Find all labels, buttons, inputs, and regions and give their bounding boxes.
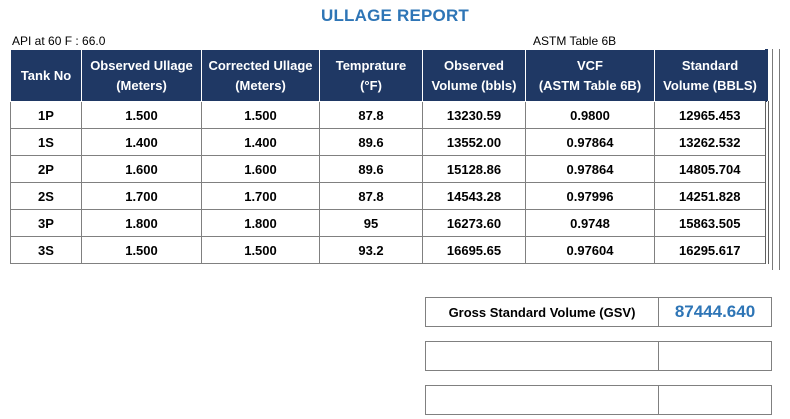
cell-tank-no: 1P bbox=[10, 101, 82, 129]
header-observed-volume: Observed Volume (bbls) bbox=[422, 49, 526, 102]
cell-observed-volume: 13552.00 bbox=[422, 128, 526, 156]
cell-vcf: 0.97864 bbox=[525, 155, 655, 183]
gsv-value: 87444.640 bbox=[658, 297, 772, 327]
cell-temperature: 89.6 bbox=[319, 155, 423, 183]
empty-cell bbox=[425, 385, 659, 415]
cell-observed-volume: 16273.60 bbox=[422, 209, 526, 237]
empty-cell bbox=[658, 341, 772, 371]
cell-vcf: 0.97996 bbox=[525, 182, 655, 210]
cell-corrected-ullage: 1.700 bbox=[201, 182, 320, 210]
cell-observed-volume: 14543.28 bbox=[422, 182, 526, 210]
header-standard-volume: Standard Volume (BBLS) bbox=[654, 49, 768, 102]
table-row: 3S 1.500 1.500 93.2 16695.65 0.97604 162… bbox=[10, 236, 769, 264]
gsv-row: Gross Standard Volume (GSV) 87444.640 bbox=[425, 297, 772, 327]
cell-tank-no: 3P bbox=[10, 209, 82, 237]
cell-tank-no: 1S bbox=[10, 128, 82, 156]
table-row: 2P 1.600 1.600 89.6 15128.86 0.97864 148… bbox=[10, 155, 769, 183]
gsv-label: Gross Standard Volume (GSV) bbox=[425, 297, 659, 327]
header-corrected-ullage: Corrected Ullage (Meters) bbox=[201, 49, 320, 102]
table-edge-border bbox=[772, 49, 780, 270]
cell-temperature: 95 bbox=[319, 209, 423, 237]
cell-vcf: 0.9748 bbox=[525, 209, 655, 237]
table-row: 2S 1.700 1.700 87.8 14543.28 0.97996 142… bbox=[10, 182, 769, 210]
cell-standard-volume: 14805.704 bbox=[654, 155, 769, 183]
cell-standard-volume: 14251.828 bbox=[654, 182, 769, 210]
cell-observed-ullage: 1.500 bbox=[81, 101, 202, 129]
header-vcf: VCF (ASTM Table 6B) bbox=[525, 49, 655, 102]
empty-summary-row bbox=[425, 385, 772, 415]
empty-summary-row bbox=[425, 341, 772, 371]
cell-temperature: 87.8 bbox=[319, 101, 423, 129]
header-tank-no: Tank No bbox=[10, 49, 82, 102]
cell-observed-volume: 13230.59 bbox=[422, 101, 526, 129]
cell-observed-volume: 16695.65 bbox=[422, 236, 526, 264]
cell-temperature: 93.2 bbox=[319, 236, 423, 264]
cell-standard-volume: 16295.617 bbox=[654, 236, 769, 264]
cell-temperature: 87.8 bbox=[319, 182, 423, 210]
cell-tank-no: 2P bbox=[10, 155, 82, 183]
cell-standard-volume: 12965.453 bbox=[654, 101, 769, 129]
header-temperature: Temprature (°F) bbox=[319, 49, 423, 102]
ullage-table: Tank No Observed Ullage (Meters) Correcte… bbox=[10, 49, 769, 264]
spacer-row bbox=[426, 371, 772, 386]
cell-observed-ullage: 1.600 bbox=[81, 155, 202, 183]
cell-standard-volume: 15863.505 bbox=[654, 209, 769, 237]
cell-corrected-ullage: 1.600 bbox=[201, 155, 320, 183]
cell-observed-ullage: 1.800 bbox=[81, 209, 202, 237]
cell-standard-volume: 13262.532 bbox=[654, 128, 769, 156]
cell-tank-no: 3S bbox=[10, 236, 82, 264]
cell-observed-volume: 15128.86 bbox=[422, 155, 526, 183]
gsv-summary-table: Gross Standard Volume (GSV) 87444.640 bbox=[425, 297, 772, 415]
cell-observed-ullage: 1.500 bbox=[81, 236, 202, 264]
header-observed-ullage: Observed Ullage (Meters) bbox=[81, 49, 202, 102]
empty-cell bbox=[658, 385, 772, 415]
cell-corrected-ullage: 1.500 bbox=[201, 101, 320, 129]
table-row: 1S 1.400 1.400 89.6 13552.00 0.97864 132… bbox=[10, 128, 769, 156]
spacer-row bbox=[426, 327, 772, 342]
table-header-row: Tank No Observed Ullage (Meters) Correcte… bbox=[10, 49, 768, 102]
cell-vcf: 0.9800 bbox=[525, 101, 655, 129]
api-note: API at 60 F : 66.0 bbox=[12, 34, 106, 48]
cell-tank-no: 2S bbox=[10, 182, 82, 210]
cell-corrected-ullage: 1.800 bbox=[201, 209, 320, 237]
table-row: 3P 1.800 1.800 95 16273.60 0.9748 15863.… bbox=[10, 209, 769, 237]
empty-cell bbox=[425, 341, 659, 371]
cell-corrected-ullage: 1.500 bbox=[201, 236, 320, 264]
cell-observed-ullage: 1.700 bbox=[81, 182, 202, 210]
astm-table-note: ASTM Table 6B bbox=[533, 34, 617, 48]
cell-corrected-ullage: 1.400 bbox=[201, 128, 320, 156]
report-title: ULLAGE REPORT bbox=[320, 6, 470, 25]
table-row: 1P 1.500 1.500 87.8 13230.59 0.9800 1296… bbox=[10, 101, 769, 129]
cell-vcf: 0.97604 bbox=[525, 236, 655, 264]
cell-observed-ullage: 1.400 bbox=[81, 128, 202, 156]
cell-temperature: 89.6 bbox=[319, 128, 423, 156]
cell-vcf: 0.97864 bbox=[525, 128, 655, 156]
